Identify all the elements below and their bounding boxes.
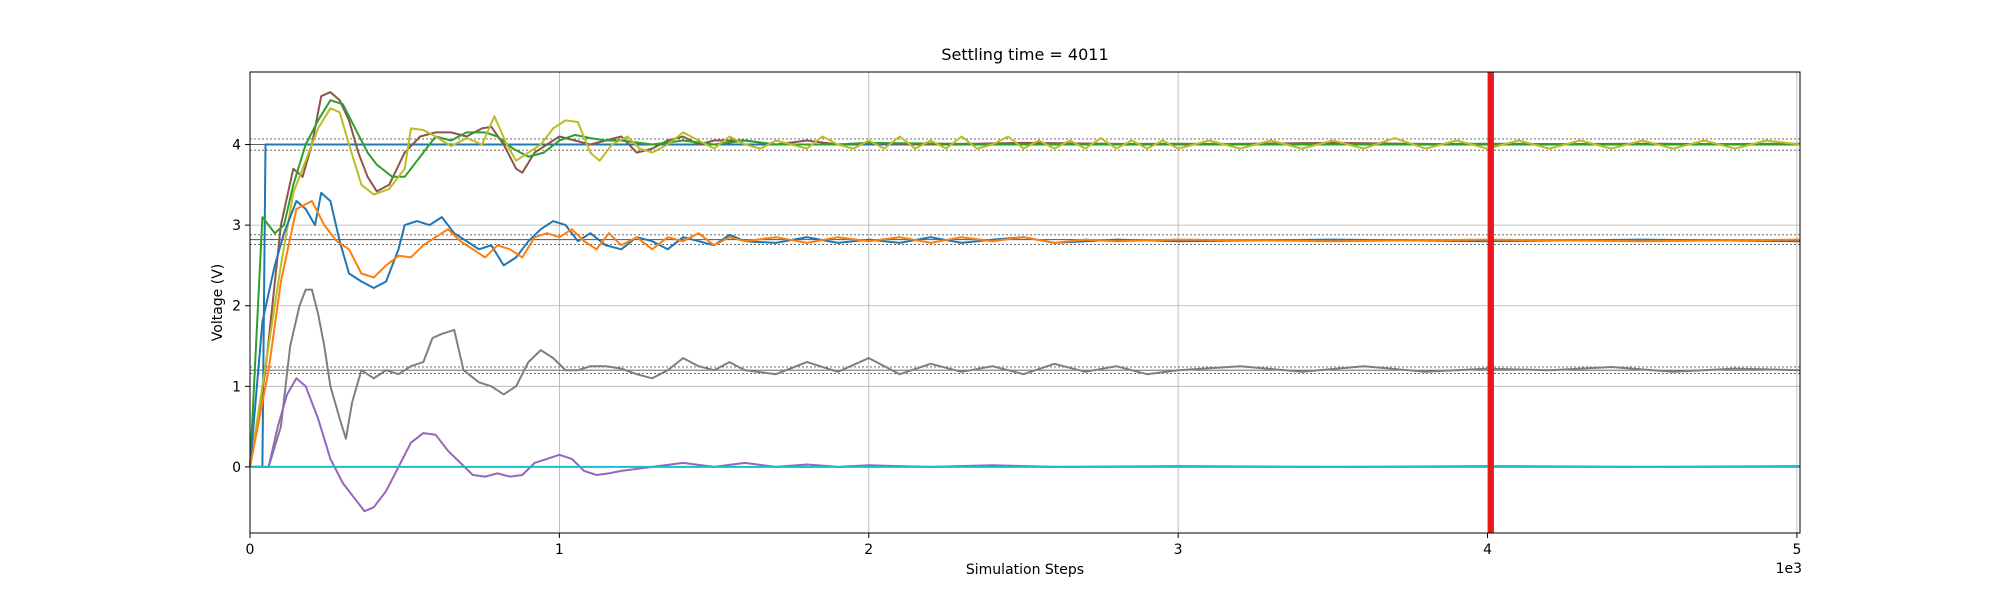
plot-frame [249, 71, 1801, 534]
y-tick-label-0: 0 [232, 460, 241, 476]
y-axis-ticks: 0 1 2 3 4 [232, 138, 250, 476]
chart-title: Settling time = 4011 [941, 45, 1108, 64]
series-line-5 [249, 200, 1801, 468]
series-line-6 [250, 288, 1801, 468]
x-axis-offset-label: 1e3 [1776, 561, 1802, 577]
y-tick-label-4: 4 [232, 138, 241, 154]
x-axis-ticks: 0 1 2 3 4 5 [246, 533, 1801, 558]
x-tick-label-1: 1 [555, 542, 564, 558]
x-tick-label-2: 2 [864, 542, 873, 558]
y-tick-label-1: 1 [232, 379, 241, 395]
series-line-2 [249, 99, 1801, 467]
y-axis-label: Voltage (V) [210, 264, 226, 341]
series-line-7 [250, 377, 1801, 513]
x-tick-label-5: 5 [1792, 542, 1801, 558]
x-axis-label: Simulation Steps [966, 562, 1084, 578]
series-line-3 [249, 107, 1801, 468]
x-tick-label-4: 4 [1483, 542, 1492, 558]
series-lines [249, 91, 1801, 513]
y-tick-label-3: 3 [232, 218, 241, 234]
x-tick-label-0: 0 [246, 542, 255, 558]
x-tick-label-3: 3 [1174, 542, 1183, 558]
series-line-4 [249, 191, 1801, 467]
y-tick-label-2: 2 [232, 299, 241, 315]
